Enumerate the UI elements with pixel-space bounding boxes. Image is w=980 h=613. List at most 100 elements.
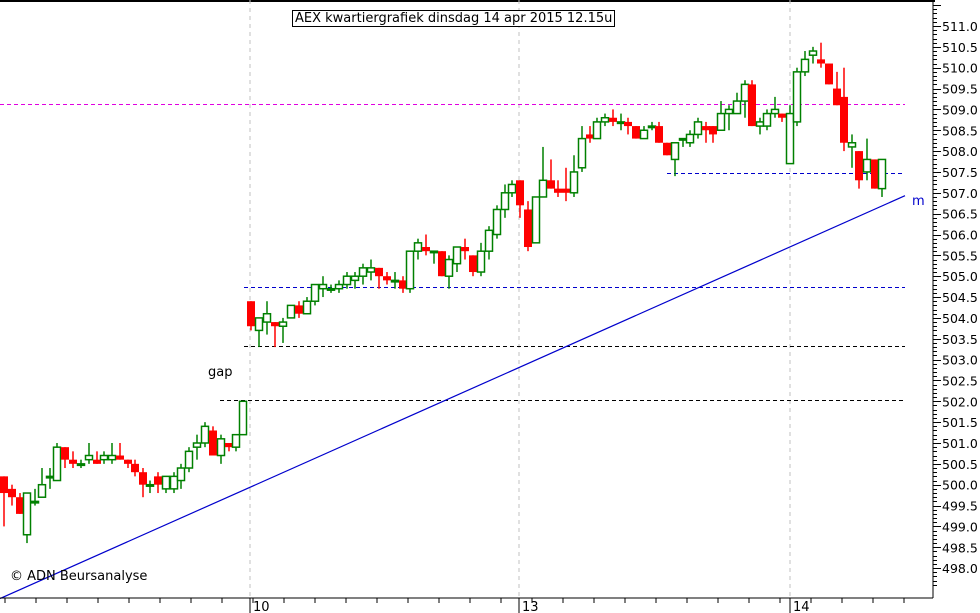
candle <box>366 259 376 281</box>
y-tick-label: 511.0 <box>942 19 978 34</box>
candle <box>724 105 734 131</box>
candle <box>69 451 77 469</box>
candle <box>30 488 40 506</box>
y-tick-label: 508.5 <box>942 123 978 138</box>
copyright-text: © ADN Beursanalyse <box>10 569 147 584</box>
y-tick-label: 507.0 <box>942 186 978 201</box>
y-tick-label: 508.0 <box>942 144 978 159</box>
x-day-label: 13 <box>522 600 539 613</box>
y-tick-label: 510.5 <box>942 40 978 55</box>
candle <box>785 105 795 165</box>
candle <box>609 109 617 127</box>
candle <box>52 443 62 482</box>
candle <box>99 451 109 464</box>
candle <box>286 304 296 319</box>
candle <box>655 121 663 143</box>
candle <box>547 159 555 189</box>
candle <box>310 283 320 306</box>
candle <box>0 476 8 527</box>
trendline-label: m <box>912 194 925 209</box>
candle <box>154 472 162 494</box>
candle <box>107 443 117 464</box>
candle <box>500 184 510 218</box>
y-tick-label: 505.0 <box>942 269 978 284</box>
candle <box>484 226 494 260</box>
candle <box>577 126 587 172</box>
candle <box>702 121 710 143</box>
candle <box>476 242 486 277</box>
candle <box>262 301 272 335</box>
candle <box>862 138 872 181</box>
y-tick-label: 502.0 <box>942 394 978 409</box>
candle <box>61 447 69 469</box>
candle <box>586 126 594 143</box>
candle <box>639 126 649 140</box>
candle <box>592 117 602 140</box>
y-tick-label: 499.5 <box>942 499 978 514</box>
y-tick-label: 504.5 <box>942 290 978 305</box>
candle <box>709 126 717 143</box>
horizontal-reference-lines <box>0 104 905 401</box>
candle <box>176 463 186 489</box>
y-tick-label: 502.5 <box>942 373 978 388</box>
candle <box>161 475 171 494</box>
candle <box>22 492 32 544</box>
candle <box>833 71 841 106</box>
candle <box>855 151 863 189</box>
candle <box>225 443 233 452</box>
y-axis: 511.0 510.5 510.0 509.5 509.0 508.5 508.0 507.5… <box>933 5 978 586</box>
day-separators <box>249 0 791 598</box>
candle <box>209 426 217 456</box>
candle <box>139 468 147 498</box>
candle <box>663 142 671 156</box>
candle <box>847 134 857 168</box>
candle <box>422 234 430 256</box>
candle <box>350 272 360 289</box>
candle <box>200 422 210 448</box>
candle <box>8 484 16 506</box>
candle <box>792 67 802 127</box>
y-tick-label: 499.0 <box>942 519 978 534</box>
candle <box>116 443 124 460</box>
candle <box>685 130 695 147</box>
y-tick-label: 509.0 <box>942 102 978 117</box>
candle <box>569 155 579 197</box>
candle <box>716 101 726 131</box>
y-tick-label: 505.5 <box>942 248 978 263</box>
trendline <box>0 195 906 600</box>
candle <box>254 317 264 348</box>
candles <box>0 42 887 544</box>
candle <box>192 434 202 460</box>
candle <box>238 400 248 436</box>
candle <box>231 433 241 452</box>
candle <box>624 117 632 135</box>
candle <box>600 113 610 127</box>
chart-title: AEX kwartiergrafiek dinsdag 14 apr 2015 … <box>292 10 616 27</box>
y-tick-label: 509.5 <box>942 82 978 97</box>
candle <box>93 451 101 464</box>
candle <box>808 46 818 64</box>
y-tick-label: 501.0 <box>942 436 978 451</box>
candle <box>840 67 848 152</box>
y-tick-label: 500.5 <box>942 457 978 472</box>
candle <box>318 276 328 298</box>
support-trendline <box>0 195 906 600</box>
y-tick-label: 510.0 <box>942 61 978 76</box>
y-tick-label: 506.5 <box>942 207 978 222</box>
x-day-label: 14 <box>793 600 810 613</box>
candle <box>216 434 226 464</box>
candle <box>124 459 132 469</box>
candle <box>247 301 255 331</box>
candle <box>762 109 772 131</box>
candle <box>84 443 94 464</box>
candle <box>302 297 312 315</box>
candle <box>375 267 383 289</box>
y-tick-label: 503.5 <box>942 332 978 347</box>
candle <box>800 51 810 77</box>
y-tick-label: 498.0 <box>942 561 978 576</box>
candle <box>169 472 179 494</box>
x-axis: 10 13 14 <box>4 598 905 613</box>
candle <box>295 301 303 318</box>
